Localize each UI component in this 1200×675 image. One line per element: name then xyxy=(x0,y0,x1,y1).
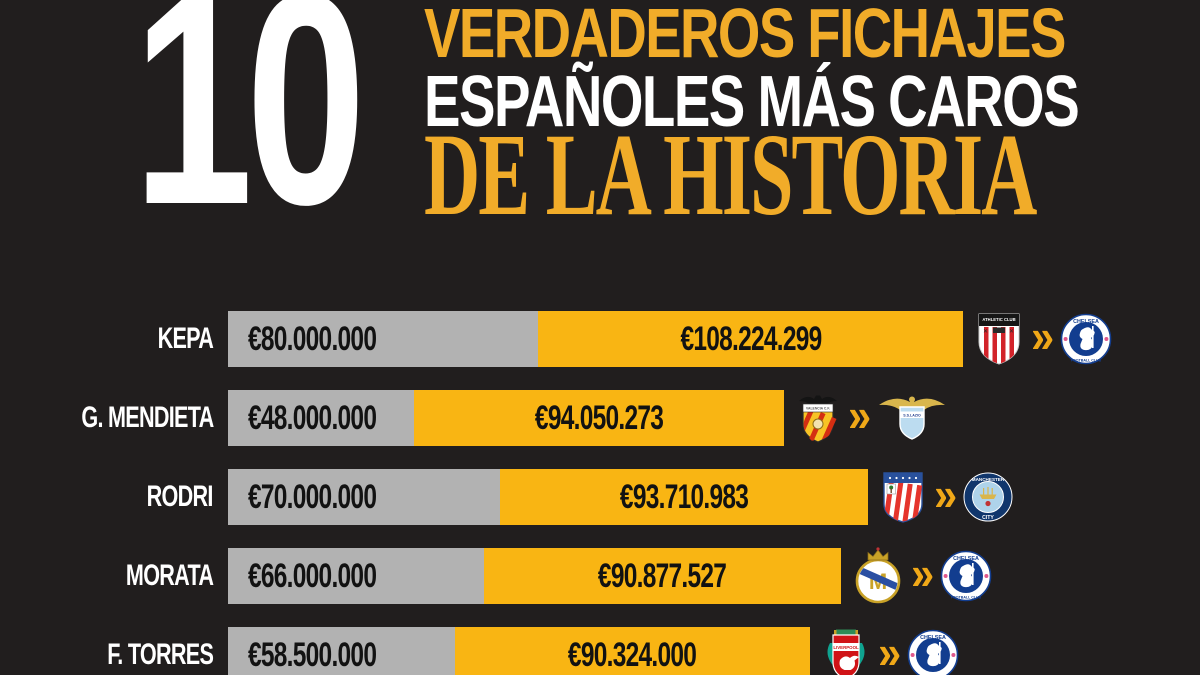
club-transfer: » MANCHESTER CITY xyxy=(881,468,1013,525)
liverpool-band-text: LIVERPOOL xyxy=(833,645,859,650)
athletic-cross-left: ✕ xyxy=(983,329,988,335)
transfer-arrow-icon: » xyxy=(911,547,934,599)
valencia-badge-icon: VALENCIA C.F. xyxy=(797,395,838,444)
bar-adjusted: €94.050.273 xyxy=(414,390,784,446)
original-fee: €58.500.000 xyxy=(248,636,426,675)
bar-original: €80.000.000 xyxy=(228,311,538,367)
club-transfer: LIVERPOOL » CHELSEA FOOTBALL CLUB xyxy=(823,626,959,675)
liverpool-badge-icon: LIVERPOOL xyxy=(827,629,865,675)
athletic-club-badge-icon: ATHLETIC CLUB ✕ ✕ xyxy=(978,313,1020,365)
transfer-arrow-icon: » xyxy=(848,389,871,441)
original-fee-text: €70.000.000 xyxy=(248,477,377,516)
adjusted-fee-text: €108.224.299 xyxy=(679,319,822,358)
original-fee-text: €80.000.000 xyxy=(248,319,377,358)
adjusted-fee-text: €90.324.000 xyxy=(568,635,697,674)
bar-original: €66.000.000 xyxy=(228,548,484,604)
player-name-text: KEPA xyxy=(157,322,213,355)
original-fee-text: €48.000.000 xyxy=(248,398,377,437)
adjusted-fee-text: €93.710.983 xyxy=(619,477,749,516)
club-transfer: M » CHELSEA FOOTBALL CLUB xyxy=(854,547,992,604)
real-madrid-badge-icon: M xyxy=(855,547,901,604)
original-fee-text: €66.000.000 xyxy=(248,556,377,595)
adjusted-fee: €90.877.527 xyxy=(573,557,751,596)
adjusted-fee: €93.710.983 xyxy=(595,478,773,517)
bar-original: €70.000.000 xyxy=(228,469,500,525)
mancity-bottom-text: CITY xyxy=(982,515,994,521)
transfer-row: RODRI €70.000.000 €93.710.983 xyxy=(0,468,1200,525)
atletico-madrid-badge-icon xyxy=(883,472,923,523)
original-fee: €80.000.000 xyxy=(248,320,426,359)
adjusted-fee-text: €90.877.527 xyxy=(598,556,727,595)
adjusted-fee-text: €94.050.273 xyxy=(534,398,664,437)
title-line-1: VERDADEROS FICHAJES xyxy=(424,0,1066,72)
bar-group: €70.000.000 €93.710.983 xyxy=(228,468,1013,525)
chelsea-top-text: CHELSEA xyxy=(1073,319,1099,325)
player-name: F. TORRES xyxy=(0,627,214,675)
transfer-row: F. TORRES €58.500.000 €90.324.000 LIVER xyxy=(0,626,1200,675)
original-fee: €66.000.000 xyxy=(248,557,426,596)
athletic-cross-right: ✕ xyxy=(1009,329,1014,335)
club-transfer: ATHLETIC CLUB ✕ ✕ » CHELSEA FOOTBALL CLU… xyxy=(976,310,1112,367)
chelsea-bottom-text: FOOTBALL CLUB xyxy=(1070,359,1101,363)
player-name: KEPA xyxy=(0,311,213,367)
bar-adjusted: €93.710.983 xyxy=(500,469,868,525)
original-fee: €70.000.000 xyxy=(248,478,426,517)
athletic-chief-text: ATHLETIC CLUB xyxy=(982,317,1015,322)
lazio-badge-icon: S.S.LAZIO xyxy=(878,396,945,440)
player-name-text: MORATA xyxy=(125,559,214,592)
transfer-arrow-icon: » xyxy=(878,626,901,675)
chelsea-badge-icon: CHELSEA FOOTBALL CLUB xyxy=(940,550,991,602)
manchester-city-badge-icon: MANCHESTER CITY xyxy=(963,472,1013,522)
original-fee: €48.000.000 xyxy=(248,399,426,438)
transfer-row: KEPA €80.000.000 €108.224.299 xyxy=(0,310,1200,367)
title-line-2: ESPAÑOLES MÁS CAROS xyxy=(424,62,1080,142)
transfer-arrow-icon: » xyxy=(934,468,957,520)
original-fee-text: €58.500.000 xyxy=(248,635,377,674)
chelsea-top-text: CHELSEA xyxy=(920,635,946,641)
bar-adjusted: €108.224.299 xyxy=(538,311,963,367)
bar-adjusted: €90.324.000 xyxy=(455,627,810,675)
bar-original: €58.500.000 xyxy=(228,627,455,675)
player-name-text: G. MENDIETA xyxy=(80,401,214,434)
title-line-3: DE LA HISTORIA xyxy=(424,109,1037,240)
chelsea-top-text: CHELSEA xyxy=(953,556,979,562)
bar-original: €48.000.000 xyxy=(228,390,414,446)
transfer-row: G. MENDIETA €48.000.000 €94.050.273 xyxy=(0,389,1200,446)
player-name-text: F. TORRES xyxy=(107,638,214,671)
adjusted-fee: €108.224.299 xyxy=(653,320,849,359)
bar-group: €58.500.000 €90.324.000 LIVERPOOL xyxy=(228,626,959,675)
bar-group: €48.000.000 €94.050.273 VALENCI xyxy=(228,389,947,446)
chelsea-bottom-text: FOOTBALL CLUB xyxy=(950,596,981,600)
chelsea-badge-icon: CHELSEA FOOTBALL CLUB xyxy=(1060,313,1111,365)
player-name: MORATA xyxy=(0,548,214,604)
club-transfer: VALENCIA C.F. » S.S.LAZIO xyxy=(797,389,947,446)
player-name-text: RODRI xyxy=(146,480,214,513)
adjusted-fee: €94.050.273 xyxy=(510,399,688,438)
player-name: G. MENDIETA xyxy=(0,390,214,446)
adjusted-fee: €90.324.000 xyxy=(543,636,721,675)
lazio-band-text: S.S.LAZIO xyxy=(903,413,921,417)
transfer-row: MORATA €66.000.000 €90.877.527 M xyxy=(0,547,1200,604)
bar-adjusted: €90.877.527 xyxy=(484,548,841,604)
bar-group: €80.000.000 €108.224.299 ATHL xyxy=(228,310,1112,367)
title-number: 10 xyxy=(133,0,366,267)
mancity-top-text: MANCHESTER xyxy=(971,477,1004,482)
bar-group: €66.000.000 €90.877.527 M » xyxy=(228,547,992,604)
valencia-band-text: VALENCIA C.F. xyxy=(806,406,830,410)
transfer-arrow-icon: » xyxy=(1031,310,1054,362)
player-name: RODRI xyxy=(0,469,214,525)
chelsea-badge-icon: CHELSEA FOOTBALL CLUB xyxy=(907,629,958,675)
